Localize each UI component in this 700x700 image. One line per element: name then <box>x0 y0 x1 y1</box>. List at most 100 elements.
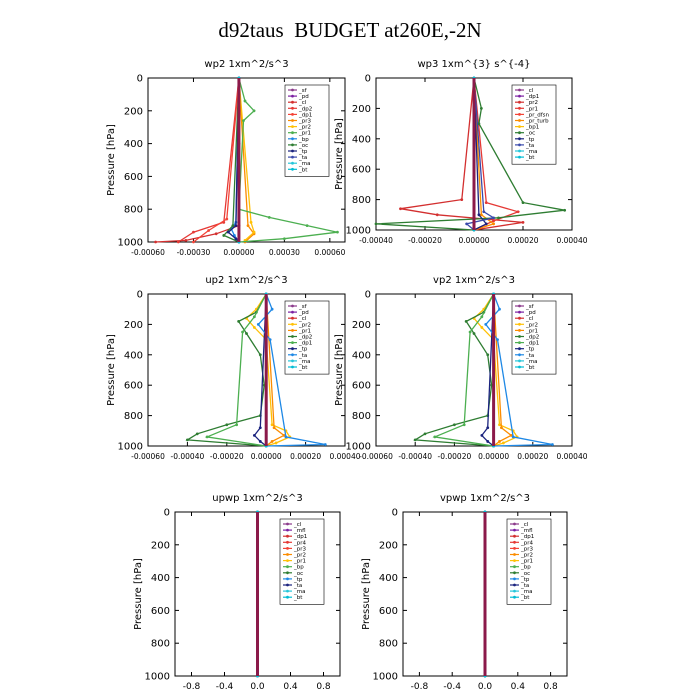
legend-label: _tp <box>520 577 530 583</box>
series-line-pr2 <box>473 293 519 447</box>
y-tick-label: 200 <box>124 320 143 331</box>
series-point <box>486 426 490 430</box>
y-tick-label: 800 <box>124 205 143 216</box>
legend-marker <box>291 322 294 326</box>
series-line-pr2 <box>245 293 291 447</box>
series-point <box>241 330 244 334</box>
legend-marker <box>291 161 294 165</box>
legend-label: _tp <box>525 137 535 143</box>
legend-label: _cl <box>298 100 307 106</box>
legend-marker <box>518 137 521 141</box>
series-point <box>195 432 199 436</box>
legend-label: _dp1 <box>298 341 312 347</box>
legend: _cl_mfl_dp1_pr4_pr3_pr2_pr1_bp_oc_tp_ta_… <box>506 518 552 605</box>
x-tick-label: 0.8 <box>543 682 558 692</box>
series-point <box>323 443 327 446</box>
legend-marker <box>513 583 516 587</box>
legend-marker <box>513 534 516 538</box>
series-point <box>192 240 195 244</box>
y-tick-label: 800 <box>352 195 371 206</box>
legend-label: _cl <box>293 522 302 528</box>
legend-marker <box>291 167 294 171</box>
legend-marker <box>291 365 294 369</box>
x-tick-label: -0.00060 <box>131 248 165 257</box>
figure-title: d92taus BUDGET at260E,-2N <box>218 18 482 42</box>
y-tick-label: 200 <box>352 104 371 115</box>
x-tick-label: 0.00000 <box>478 452 509 461</box>
series-line-dp1 <box>193 77 240 243</box>
series-point <box>521 201 525 205</box>
y-tick-label: 400 <box>151 573 170 584</box>
series-line-pr2 <box>238 77 255 241</box>
legend-label: _pr2 <box>293 553 306 559</box>
chart-panel-3: vp2 1xm^2/s^3 0 200 400 600 800 1000-0.00060 -0… <box>334 275 588 461</box>
legend-label: _ma <box>293 589 305 595</box>
legend-label: _ma <box>298 161 310 167</box>
x-tick-label: 0.00040 <box>556 452 587 461</box>
legend-marker <box>286 547 289 550</box>
series-point <box>252 230 256 234</box>
legend-label: _bp1 <box>525 125 539 131</box>
x-tick-label: 0.00040 <box>329 452 360 461</box>
legend-label: _ta <box>525 143 534 149</box>
x-tick-label: 0.00020 <box>507 236 538 245</box>
y-tick-label: 600 <box>151 606 170 617</box>
legend-label: _dp2 <box>298 335 312 341</box>
legend-label: _bp <box>298 137 309 143</box>
legend-label: _mfl <box>293 528 306 534</box>
series-point <box>423 432 427 436</box>
series-point <box>214 232 218 236</box>
legend-label: _ta <box>298 155 307 161</box>
panel-title: vp2 1xm^2/s^3 <box>433 275 515 286</box>
y-tick-label: 1000 <box>373 672 398 683</box>
series-point <box>243 99 247 103</box>
legend-label: _bt <box>525 155 535 161</box>
x-tick-label: -0.00020 <box>408 236 442 245</box>
y-tick-label: 600 <box>352 165 371 176</box>
series-point <box>477 213 481 217</box>
legend-marker <box>518 353 521 357</box>
legend-marker <box>513 528 516 532</box>
series-point <box>500 426 503 430</box>
legend-label: _pr2 <box>298 125 311 131</box>
legend-label: _dp1 <box>525 94 539 100</box>
legend-marker <box>513 547 516 550</box>
plot-frame <box>147 293 346 447</box>
legend-marker <box>513 565 516 569</box>
series-point <box>270 307 274 311</box>
legend-marker <box>291 316 294 320</box>
chart-panel-5: vpwp 1xm^2/s^3 0 200 400 600 800 1000 -0.8 -0.4 0… <box>361 493 568 692</box>
legend-marker <box>513 571 516 575</box>
legend-marker <box>291 113 294 116</box>
legend-label: _pd <box>525 310 536 316</box>
legend-marker <box>513 553 516 556</box>
y-tick-label: 0 <box>365 74 371 85</box>
legend-marker <box>291 304 294 308</box>
series-point <box>245 332 248 335</box>
legend-marker <box>518 106 521 110</box>
series-point <box>492 222 495 226</box>
legend-label: _cl <box>525 316 534 322</box>
series-point <box>484 222 488 226</box>
legend-label: _pr3 <box>293 546 307 552</box>
legend-marker <box>518 316 521 320</box>
series-point <box>305 224 309 228</box>
legend-marker <box>518 341 521 344</box>
panel-title: wp3 1xm^{3} s^{-4} <box>417 59 530 70</box>
y-axis-label: Pressure [hPa] <box>106 124 117 196</box>
legend-marker <box>518 119 521 122</box>
legend-label: _ma <box>298 359 310 365</box>
series-point <box>509 433 513 437</box>
series-point <box>267 216 271 219</box>
y-tick-label: 200 <box>124 106 143 117</box>
series-point <box>207 229 211 232</box>
legend-label: _tp <box>298 149 308 155</box>
series-point <box>234 224 238 228</box>
legend-label: _pr1 <box>525 328 538 334</box>
legend-marker <box>518 131 521 135</box>
legend-marker <box>518 143 521 147</box>
legend-label: _oc <box>520 571 530 577</box>
legend-label: _dp2 <box>298 106 312 112</box>
legend-label: _ta <box>298 353 307 359</box>
legend-marker <box>291 310 294 314</box>
